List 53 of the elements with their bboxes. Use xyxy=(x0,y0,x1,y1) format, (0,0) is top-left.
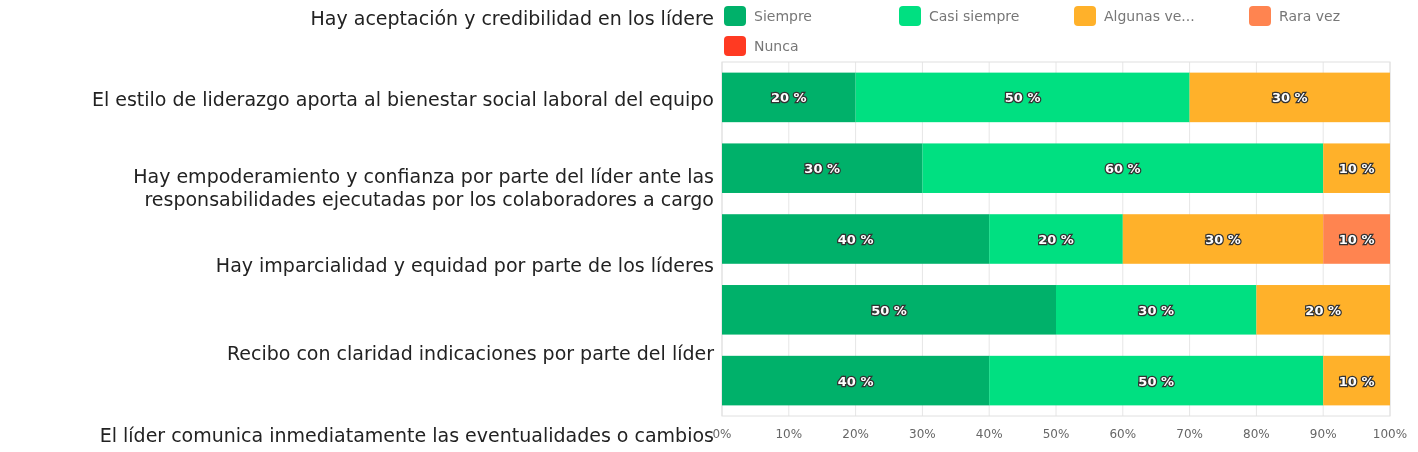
bar xyxy=(1323,143,1390,193)
data-label: 40 % xyxy=(837,373,874,389)
legend-label: Casi siempre xyxy=(929,8,1020,24)
legend-label: Algunas ve... xyxy=(1104,8,1195,24)
data-label: 60 % xyxy=(1104,161,1141,177)
data-label: 10 % xyxy=(1338,161,1375,177)
bar xyxy=(989,214,1123,264)
data-label: 50 % xyxy=(871,302,907,318)
bar xyxy=(722,355,990,406)
data-label: 30 % xyxy=(1205,232,1241,247)
bar xyxy=(722,72,856,123)
data-label: 30 % xyxy=(804,161,841,177)
x-tick-label: 30% xyxy=(909,427,936,441)
text: Recibo con claridad indicaciones por parte del líder xyxy=(226,342,715,364)
text: Hay empoderamiento y confianza por parte del líder ante las responsabilidades ejecutadas por los colaboradores a cargo xyxy=(133,165,714,210)
bar xyxy=(722,143,923,193)
text: Hay imparcialidad y equidad por parte de los líderes xyxy=(215,254,714,276)
bar xyxy=(1122,214,1324,264)
x-tick-label: 50% xyxy=(1042,427,1070,441)
bar xyxy=(1256,285,1390,335)
x-tick-label: 10% xyxy=(775,427,803,441)
text: El líder comunica inmediatamente las eventualidades o cambios xyxy=(99,424,714,446)
legend-label: Siempre xyxy=(754,8,812,24)
legend-label: Rara vez xyxy=(1279,8,1341,24)
data-label: 20 % xyxy=(1305,302,1342,318)
legend-label: Nunca xyxy=(754,38,799,54)
bar xyxy=(1189,72,1390,123)
x-tick-label: 20% xyxy=(842,427,869,441)
x-tick-label: 100% xyxy=(1372,427,1408,441)
x-tick-label: 70% xyxy=(1176,427,1203,441)
x-tick-label: 40% xyxy=(975,427,1003,441)
bar xyxy=(1323,214,1390,264)
bar xyxy=(722,285,1056,335)
bar xyxy=(855,72,1190,123)
data-label: 40 % xyxy=(837,232,874,247)
data-label: 50 % xyxy=(1138,373,1175,389)
data-label: 10 % xyxy=(1338,373,1375,389)
bar xyxy=(722,214,990,264)
x-tick-label: 90% xyxy=(1309,427,1337,441)
x-tick-label: 0% xyxy=(712,427,732,441)
text: Hay aceptación y credibilidad en los lídere xyxy=(310,7,714,29)
bar xyxy=(989,355,1324,406)
bar xyxy=(922,143,1324,193)
text: El estilo de liderazgo aporta al bienestar social laboral del equipo xyxy=(91,88,714,110)
data-label: 30 % xyxy=(1271,90,1308,106)
data-label: 20 % xyxy=(1038,232,1074,247)
bar xyxy=(1056,285,1257,335)
data-label: 30 % xyxy=(1138,302,1175,318)
data-label: 20 % xyxy=(770,90,807,106)
data-label: 50 % xyxy=(1004,90,1041,106)
x-tick-label: 80% xyxy=(1243,427,1270,441)
x-tick-label: 60% xyxy=(1109,427,1137,441)
data-label: 10 % xyxy=(1338,232,1375,247)
